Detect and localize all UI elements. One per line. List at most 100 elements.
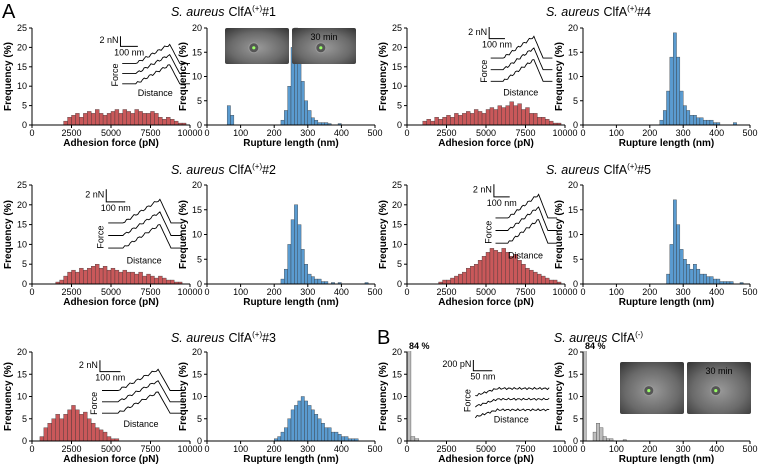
bar xyxy=(307,273,312,284)
bar xyxy=(71,269,76,284)
bar xyxy=(79,117,84,125)
bar xyxy=(87,267,92,284)
bar xyxy=(307,110,312,125)
bar xyxy=(138,111,143,125)
bar xyxy=(297,56,302,125)
title-part: S. aureus xyxy=(546,5,600,19)
bar xyxy=(489,107,495,125)
bar xyxy=(67,271,72,284)
bar xyxy=(47,423,52,441)
x-tick-label: 0 xyxy=(404,287,409,297)
bar xyxy=(673,199,677,284)
bar xyxy=(739,282,744,284)
x-axis-label: Rupture length (nm) xyxy=(243,138,339,149)
title-part: (+) xyxy=(252,162,262,171)
plot xyxy=(659,32,737,125)
y-tick-label: 0 xyxy=(197,120,202,130)
value-label: 84 % xyxy=(409,341,430,351)
force-curve xyxy=(490,59,553,82)
x-tick-label: 10000 xyxy=(177,444,202,454)
bar xyxy=(150,275,155,284)
title-part: ClfA xyxy=(603,5,627,19)
force-curve xyxy=(495,206,558,231)
x-tick-label: 0 xyxy=(29,128,34,138)
bar xyxy=(337,282,342,284)
x-tick-label: 0 xyxy=(29,444,34,454)
y-tick-label: 0 xyxy=(397,279,402,289)
bar xyxy=(537,117,542,125)
y-axis-label: Frequency (%) xyxy=(178,200,189,269)
inset-y-label: Force xyxy=(89,392,99,415)
bar xyxy=(696,268,701,284)
title-part: (+) xyxy=(252,330,262,339)
bar xyxy=(541,117,546,125)
y-tick-label: 20 xyxy=(392,42,402,52)
bar xyxy=(713,278,717,284)
bar xyxy=(699,273,704,284)
y-tick-label: 20 xyxy=(568,180,578,190)
bar xyxy=(162,277,167,284)
bar xyxy=(284,110,288,125)
x-tick-label: 7500 xyxy=(140,128,160,138)
distance-scale: 100 nm xyxy=(482,40,512,50)
bar xyxy=(87,111,92,125)
x-axis-label: Rupture length (nm) xyxy=(619,454,715,465)
bar xyxy=(106,113,112,125)
bar xyxy=(662,110,667,125)
bar xyxy=(102,115,108,125)
panel-label: A xyxy=(2,1,16,23)
bar xyxy=(521,109,526,125)
bar xyxy=(110,267,116,284)
y-axis-label: Frequency (%) xyxy=(178,362,189,431)
x-tick-label: 0 xyxy=(204,287,209,297)
bar xyxy=(284,427,288,441)
y-tick-label: 10 xyxy=(192,392,202,402)
bar xyxy=(696,117,701,125)
x-axis-label: Rupture length (nm) xyxy=(619,297,715,308)
y-tick-label: 15 xyxy=(192,205,202,215)
y-tick-label: 15 xyxy=(568,47,578,57)
title-part: #3 xyxy=(262,331,276,345)
bar xyxy=(533,271,538,284)
bar xyxy=(114,109,120,125)
x-tick-label: 7500 xyxy=(515,444,535,454)
bar xyxy=(91,423,96,441)
plot xyxy=(583,351,627,441)
bar xyxy=(334,431,339,441)
bar xyxy=(106,436,112,441)
y-tick-label: 10 xyxy=(192,72,202,82)
y-tick-label: 10 xyxy=(192,230,202,240)
bar xyxy=(686,264,691,284)
bar xyxy=(583,351,587,441)
distance-scale: 100 nm xyxy=(95,373,125,383)
distance-scale: 100 nm xyxy=(101,203,131,213)
bar xyxy=(364,282,369,284)
y-axis-label: Frequency (%) xyxy=(378,362,389,431)
x-tick-label: 0 xyxy=(29,287,34,297)
bar xyxy=(166,117,171,125)
bar xyxy=(442,117,447,125)
bar xyxy=(154,113,159,125)
x-axis-label: Adhesion force (pN) xyxy=(438,297,534,308)
y-tick-label: 25 xyxy=(17,23,27,33)
bar xyxy=(174,120,179,125)
bar xyxy=(703,119,707,125)
force-scale: 2 nN xyxy=(79,360,98,370)
chart-title: S. aureus ClfA(-) xyxy=(554,330,643,345)
bar xyxy=(529,113,534,125)
distance-scale: 50 nm xyxy=(470,372,495,382)
y-tick-label: 20 xyxy=(17,42,27,52)
x-tick-label: 5000 xyxy=(101,444,121,454)
bar xyxy=(497,105,502,125)
bar xyxy=(95,109,100,125)
bar xyxy=(226,105,231,125)
bar xyxy=(693,264,697,284)
title-part: S. aureus xyxy=(171,331,225,345)
bar xyxy=(327,427,332,441)
force-curve xyxy=(102,380,183,403)
bar xyxy=(458,115,463,125)
bar xyxy=(91,113,96,125)
x-tick-label: 5000 xyxy=(476,444,496,454)
distance-scale: 100 nm xyxy=(114,47,144,57)
x-tick-label: 2500 xyxy=(61,128,81,138)
